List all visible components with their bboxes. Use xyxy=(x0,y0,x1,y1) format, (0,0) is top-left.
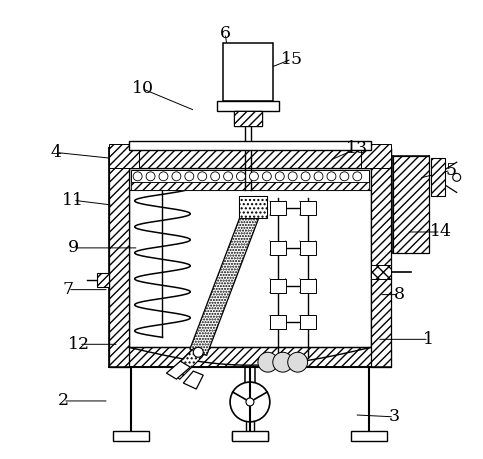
Text: 13: 13 xyxy=(346,140,369,157)
Circle shape xyxy=(275,172,284,181)
Text: 6: 6 xyxy=(220,25,230,42)
Circle shape xyxy=(198,172,207,181)
Circle shape xyxy=(185,172,194,181)
Circle shape xyxy=(211,172,220,181)
Polygon shape xyxy=(184,371,203,389)
Bar xyxy=(232,432,268,440)
Circle shape xyxy=(246,398,254,406)
Circle shape xyxy=(133,172,142,181)
Bar xyxy=(109,149,391,168)
Bar xyxy=(371,265,391,279)
Bar xyxy=(299,201,315,215)
Circle shape xyxy=(273,352,293,372)
Bar xyxy=(217,101,279,111)
Circle shape xyxy=(258,352,278,372)
Polygon shape xyxy=(190,205,261,355)
Bar xyxy=(239,196,267,218)
Polygon shape xyxy=(171,348,202,379)
Bar xyxy=(270,315,286,330)
Bar xyxy=(270,201,286,215)
Circle shape xyxy=(314,172,323,181)
Circle shape xyxy=(172,172,181,181)
Circle shape xyxy=(288,172,297,181)
Text: 10: 10 xyxy=(131,80,154,97)
Bar xyxy=(234,111,262,126)
Bar xyxy=(299,241,315,255)
Circle shape xyxy=(237,172,245,181)
Bar xyxy=(361,144,391,168)
Bar xyxy=(131,182,369,190)
Circle shape xyxy=(249,172,258,181)
Circle shape xyxy=(159,172,168,181)
Polygon shape xyxy=(109,347,391,367)
Circle shape xyxy=(327,172,336,181)
Text: 2: 2 xyxy=(57,392,69,409)
Bar xyxy=(109,144,139,168)
Bar xyxy=(371,149,391,367)
Text: 3: 3 xyxy=(388,409,399,425)
Text: 12: 12 xyxy=(68,336,90,353)
Circle shape xyxy=(340,172,349,181)
Circle shape xyxy=(146,172,155,181)
Bar xyxy=(131,170,369,182)
Bar xyxy=(299,315,315,330)
Bar xyxy=(393,157,429,253)
Bar xyxy=(299,279,315,293)
Circle shape xyxy=(262,172,271,181)
Text: 1: 1 xyxy=(424,331,434,348)
Bar xyxy=(270,241,286,255)
Circle shape xyxy=(224,172,232,181)
Polygon shape xyxy=(167,361,190,379)
Text: 9: 9 xyxy=(68,240,79,257)
Bar xyxy=(431,158,445,196)
Text: 7: 7 xyxy=(62,281,73,298)
Bar xyxy=(351,431,387,441)
Bar xyxy=(97,273,109,287)
Text: 8: 8 xyxy=(394,286,405,303)
Bar xyxy=(234,111,262,126)
Text: 4: 4 xyxy=(51,144,62,161)
Bar xyxy=(239,196,267,218)
Circle shape xyxy=(353,172,362,181)
Circle shape xyxy=(193,347,203,357)
Bar xyxy=(270,279,286,293)
Circle shape xyxy=(288,352,308,372)
Bar xyxy=(223,43,273,101)
Bar xyxy=(113,431,149,441)
Bar xyxy=(128,140,371,151)
Text: 14: 14 xyxy=(430,224,452,241)
Circle shape xyxy=(301,172,310,181)
Text: 11: 11 xyxy=(62,192,84,209)
Bar xyxy=(232,431,268,441)
Bar xyxy=(109,149,128,367)
Text: 5: 5 xyxy=(445,162,456,179)
Text: 15: 15 xyxy=(281,50,303,67)
